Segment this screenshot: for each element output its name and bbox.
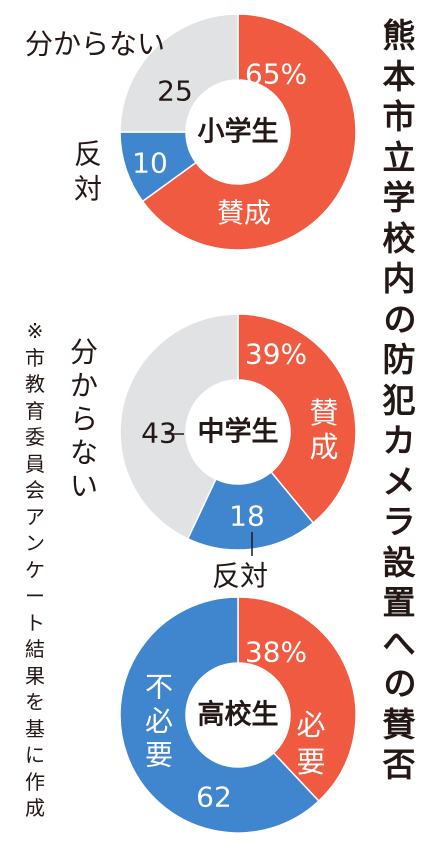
title-char: の bbox=[383, 299, 417, 339]
category-label: 成 bbox=[309, 430, 338, 464]
donut-slice bbox=[186, 471, 315, 551]
note-char: に bbox=[25, 743, 45, 767]
donut-slice bbox=[119, 13, 239, 133]
note-char: 員 bbox=[25, 451, 45, 476]
note-char: 果 bbox=[25, 663, 45, 688]
center-label: 高校生 bbox=[198, 699, 279, 731]
data-label: 65% bbox=[245, 58, 307, 91]
note-char: 教 bbox=[25, 372, 45, 396]
title-char: 校 bbox=[382, 218, 416, 258]
category-label: 反対 bbox=[212, 560, 268, 593]
category-label: 分からない bbox=[25, 28, 165, 61]
note-char: 市 bbox=[25, 345, 45, 370]
title-char: 設 bbox=[382, 542, 416, 582]
title-char: 立 bbox=[382, 137, 416, 177]
category-label: 不 bbox=[145, 671, 173, 704]
note-char: ト bbox=[25, 610, 45, 635]
note-char: 基 bbox=[25, 716, 45, 741]
note-char: 成 bbox=[25, 796, 45, 820]
note-char: ケ bbox=[25, 557, 45, 582]
title-char: 犯 bbox=[382, 380, 416, 420]
data-label: 18 bbox=[229, 500, 265, 533]
title-char: 市 bbox=[382, 97, 416, 136]
category-label: ら bbox=[70, 403, 98, 436]
category-label: 要 bbox=[296, 745, 325, 779]
title-char: 置 bbox=[382, 583, 416, 622]
category-label: 要 bbox=[145, 739, 173, 772]
data-label: 62 bbox=[196, 781, 232, 814]
title-char: カ bbox=[382, 421, 416, 460]
chart-title: 熊本市立学校内の防犯カメラ設置への賛否 bbox=[377, 16, 421, 786]
title-char: 賛 bbox=[382, 704, 416, 744]
title-char: 内 bbox=[382, 259, 416, 298]
data-label: 39% bbox=[245, 338, 307, 371]
category-label: 必 bbox=[145, 705, 173, 738]
category-label: い bbox=[70, 470, 98, 503]
note-char: 育 bbox=[25, 398, 45, 423]
note-char: 会 bbox=[25, 478, 45, 502]
title-char: の bbox=[383, 664, 417, 703]
donut-slice bbox=[237, 596, 357, 803]
note-char: ン bbox=[25, 531, 45, 555]
donut-slice bbox=[237, 313, 357, 524]
category-label: 分 bbox=[70, 336, 98, 369]
category-label: 賛 bbox=[309, 396, 338, 430]
note-char: を bbox=[25, 690, 45, 714]
category-label: 必 bbox=[296, 708, 325, 742]
category-label: な bbox=[70, 436, 98, 469]
data-label: 10 bbox=[132, 147, 168, 180]
data-label: 25 bbox=[157, 75, 193, 108]
note-char: 結 bbox=[25, 637, 45, 661]
donut-slice bbox=[119, 313, 239, 540]
center-label: 中学生 bbox=[198, 416, 279, 448]
title-char: 本 bbox=[382, 56, 416, 96]
category-label: 賛成 bbox=[217, 199, 271, 230]
category-label: か bbox=[70, 369, 98, 402]
note-char: ※ bbox=[26, 319, 44, 343]
title-char: 学 bbox=[382, 178, 416, 217]
donut-slice bbox=[141, 13, 357, 251]
category-label: 対 bbox=[74, 173, 102, 206]
note-char: ア bbox=[25, 504, 45, 529]
category-label: 反 bbox=[74, 138, 102, 171]
note-char: 作 bbox=[25, 769, 45, 794]
data-label: 38% bbox=[245, 636, 307, 669]
note-char: 委 bbox=[25, 425, 45, 449]
title-char: 熊 bbox=[382, 16, 416, 55]
center-label: 小学生 bbox=[198, 116, 279, 148]
title-char: ラ bbox=[382, 502, 416, 541]
donut-slice bbox=[119, 596, 320, 834]
note-char: ー bbox=[25, 584, 45, 608]
title-char: 防 bbox=[382, 340, 416, 379]
source-note: ※ 市教育委員会アンケート結果を基に作成 bbox=[22, 318, 48, 822]
title-char: へ bbox=[382, 623, 416, 663]
title-char: メ bbox=[382, 461, 416, 501]
title-char: 否 bbox=[382, 745, 416, 784]
data-label: 43 bbox=[141, 417, 177, 450]
